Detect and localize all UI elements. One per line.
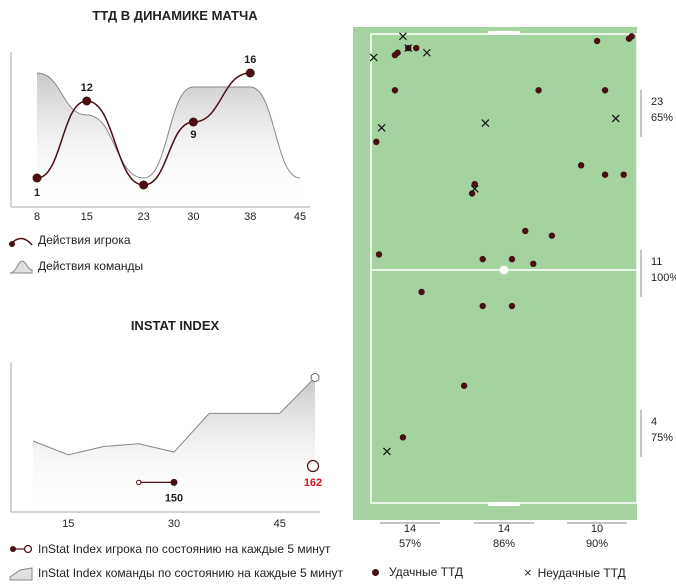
- player-actions-point: [245, 68, 255, 78]
- successful-action-point: [391, 87, 399, 94]
- unsuccessful-action-point: [377, 123, 386, 132]
- pitch-bottom-goal: [488, 502, 520, 506]
- player-actions-swatch: [9, 237, 33, 247]
- successful-action-point: [522, 227, 529, 235]
- zone-bottom-count-label: 10: [591, 523, 603, 535]
- chart1-title: ТТД В ДИНАМИКЕ МАТЧА: [92, 8, 258, 23]
- successful-action-point: [413, 44, 420, 52]
- successful-action-point: [394, 49, 401, 56]
- zone-bottom-count-label: 14: [404, 523, 416, 535]
- legend-successful: Удачные ТТД: [372, 565, 463, 579]
- zone-right-pct-label: 75%: [651, 432, 673, 444]
- player-index-point: [170, 478, 178, 486]
- successful-action-point: [601, 171, 609, 178]
- chart1-x-tick-label: 38: [244, 211, 256, 223]
- zone-bottom-pct-label: 57%: [399, 538, 421, 550]
- player-actions-point-label: 1: [34, 187, 40, 199]
- team-actions-area: [37, 73, 300, 207]
- unsuccessful-action-point: [404, 44, 413, 52]
- player-actions-point: [82, 96, 92, 106]
- chart1-x-tick-label: 30: [187, 211, 199, 223]
- zone-right-count-label: 11: [651, 256, 662, 268]
- zone-bottom-pct-label: 90%: [586, 538, 608, 550]
- unsuccessful-action-point: [398, 32, 407, 41]
- unsuccessful-action-point: [481, 119, 490, 128]
- successful-action-point: [471, 180, 478, 188]
- zone-bottom-pct-label: 86%: [493, 538, 515, 550]
- chart1-x-tick-label: 15: [81, 211, 93, 223]
- team-actions-line: [36, 72, 301, 179]
- player-index-value-label: 150: [165, 492, 183, 504]
- legend-team-index: InStat Index команды по состоянию на каж…: [8, 565, 343, 581]
- player-actions-point-label: 16: [244, 54, 256, 66]
- legend-player-actions-label: Действия игрока: [38, 233, 131, 247]
- zone-bottom-count-label: 14: [498, 523, 510, 535]
- successful-action-point: [508, 302, 516, 310]
- pitch-center-spot: [499, 265, 509, 275]
- successful-action-point: [479, 302, 486, 310]
- pitch-background: [353, 27, 637, 520]
- player-index-start-point: [136, 479, 142, 486]
- successful-action-point: [535, 87, 542, 94]
- successful-action-point: [468, 190, 476, 197]
- unsuccessful-marker-icon: ×: [524, 565, 532, 580]
- successful-action-point: [460, 382, 468, 389]
- successful-action-point: [508, 255, 516, 263]
- successful-marker-icon: [372, 568, 379, 576]
- zone-right-pct-label: 100%: [651, 272, 676, 284]
- legend-player-actions: Действия игрока: [8, 232, 131, 248]
- successful-action-point: [530, 260, 537, 268]
- successful-action-point: [418, 288, 425, 296]
- chart2-x-tick-label: 45: [274, 518, 286, 530]
- zone-right-count-label: 23: [651, 96, 663, 108]
- team-index-line: [32, 377, 316, 456]
- unsuccessful-action-point: [422, 48, 431, 57]
- player-actions-point: [188, 117, 198, 127]
- team-actions-swatch: [9, 260, 33, 274]
- successful-action-point: [373, 138, 380, 146]
- legend-team-actions-label: Действия команды: [38, 259, 144, 273]
- team-index-area: [33, 377, 315, 512]
- zone-right-pct-label: 65%: [651, 112, 673, 124]
- legend-player-index-label: InStat Index игрока по состоянию на кажд…: [38, 542, 331, 556]
- player-index-swatch: [10, 544, 33, 554]
- player-actions-point-label: 9: [190, 129, 196, 141]
- successful-action-point: [479, 255, 486, 263]
- chart2-x-tick-label: 30: [168, 518, 180, 530]
- successful-action-point: [548, 232, 556, 239]
- team-index-endpoint: [310, 373, 320, 383]
- chart1-x-tick-label: 23: [137, 211, 149, 223]
- unsuccessful-action-point: [611, 114, 620, 123]
- successful-action-point: [601, 87, 609, 94]
- successful-action-point: [399, 434, 407, 441]
- successful-action-point: [620, 171, 627, 178]
- chart2-x-tick-label: 15: [62, 518, 74, 530]
- unsuccessful-action-point: [470, 184, 479, 193]
- legend-unsuccessful: × Неудачные ТТД: [524, 565, 626, 580]
- player-actions-point-label: 12: [81, 82, 93, 94]
- team-index-value-label: 162: [304, 477, 322, 489]
- legend-team-index-label: InStat Index команды по состоянию на каж…: [38, 566, 344, 580]
- chart1-x-tick-label: 8: [34, 211, 40, 223]
- pitch-top-goal: [488, 31, 520, 35]
- unsuccessful-action-point: [383, 447, 391, 456]
- zone-right-count-label: 4: [651, 416, 657, 428]
- player-actions-point: [139, 180, 149, 190]
- legend-successful-label: Удачные ТТД: [389, 565, 463, 579]
- successful-action-point: [577, 162, 585, 169]
- team-index-value-marker: [306, 459, 320, 473]
- successful-action-point: [375, 251, 383, 258]
- successful-action-point: [593, 37, 601, 45]
- chart2-title: INSTAT INDEX: [130, 318, 220, 333]
- legend-player-index: InStat Index игрока по состоянию на кажд…: [8, 541, 330, 557]
- unsuccessful-action-point: [369, 53, 378, 62]
- chart1-x-tick-label: 45: [294, 211, 306, 223]
- team-index-swatch: [9, 567, 33, 581]
- successful-action-point: [628, 33, 635, 40]
- player-actions-point: [32, 173, 42, 183]
- legend-unsuccessful-label: Неудачные ТТД: [537, 565, 626, 580]
- legend-team-actions: Действия команды: [8, 258, 143, 274]
